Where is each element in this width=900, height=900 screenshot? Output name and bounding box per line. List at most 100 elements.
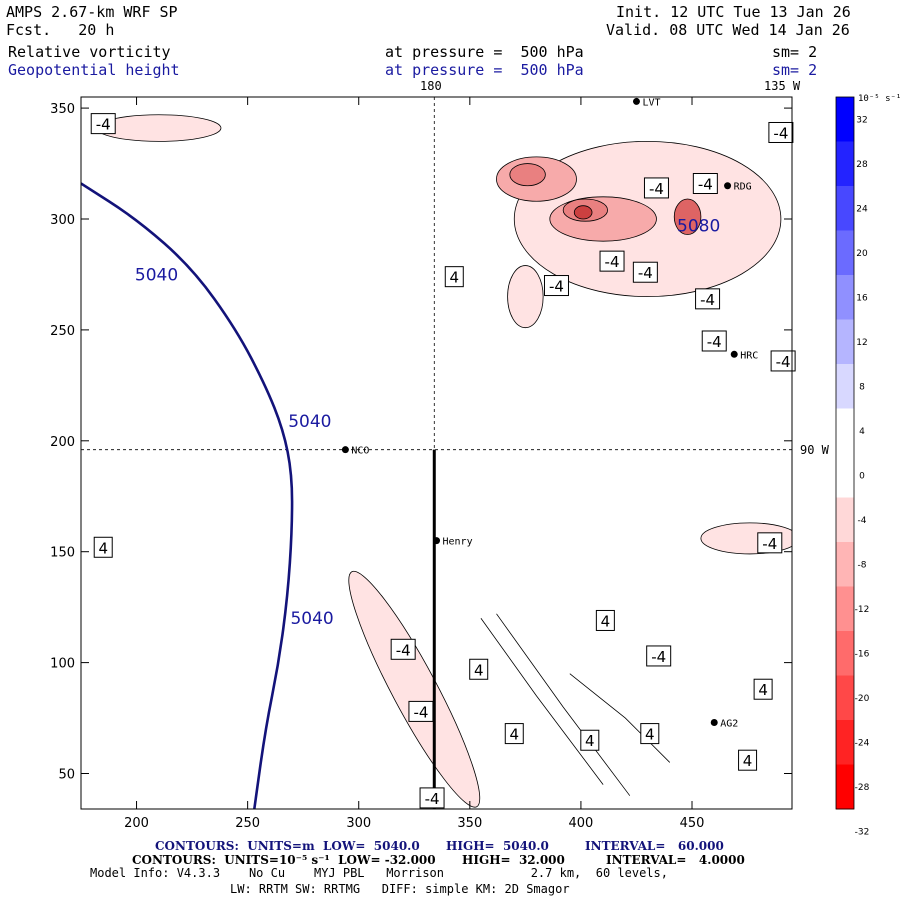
vorticity-label-9: -4 (707, 333, 722, 351)
positive-contour-0 (480, 618, 604, 785)
y-tick-label-150: 150 (50, 546, 75, 561)
vorticity-label-box-6 (543, 275, 569, 297)
colorbar-segment-11 (836, 586, 854, 632)
y-tick-label-200: 200 (50, 435, 75, 450)
forecast-hour: Fcst. 20 h (6, 21, 115, 39)
vorticity-region-9 (673, 198, 702, 235)
colorbar-segment-10 (836, 542, 854, 587)
height-contour-label-3: 5080 (677, 217, 720, 237)
vorticity-label-box-20 (640, 723, 660, 745)
colorbar-tick-1: 28 (856, 160, 868, 170)
y-tick-label-300: 300 (50, 213, 75, 228)
vorticity-label-14: -4 (396, 641, 411, 659)
colorbar-tick-2: 24 (856, 204, 868, 214)
colorbar-segment-2 (836, 186, 854, 231)
x-tick-label-300: 300 (346, 816, 371, 831)
y-tick-label-50: 50 (58, 768, 75, 783)
footer-height-contours: CONTOURS: UNITS=m LOW= 5040.0 (155, 839, 420, 853)
vorticity-region-7 (509, 163, 546, 187)
colorbar-tick-10: -8 (858, 560, 867, 570)
vorticity-label-18: 4 (758, 681, 768, 699)
footer-vorticity-interval: INTERVAL= 4.0000 (606, 853, 745, 867)
pressure-level-1: at pressure = 500 hPa (385, 43, 584, 61)
footer-model-info: Model Info: V4.3.3 No Cu MYJ PBL Morriso… (90, 866, 668, 880)
valid-time: Valid. 08 UTC Wed 14 Jan 26 (606, 21, 850, 39)
x-tick-label-350: 350 (457, 816, 482, 831)
colorbar-segment-4 (836, 275, 854, 320)
vorticity-label-12: -4 (762, 535, 777, 553)
smoothing-2: sm= 2 (772, 61, 818, 79)
model-title: AMPS 2.67-km WRF SP (6, 3, 178, 21)
field-height-label: Geopotential height (8, 61, 180, 79)
x-tick-label-400: 400 (569, 816, 594, 831)
vorticity-label-box-19 (504, 723, 524, 745)
vorticity-label-box-23 (419, 787, 445, 809)
height-contour-5040 (81, 182, 294, 809)
vorticity-label-2: -4 (773, 124, 788, 142)
colorbar-segment-3 (836, 230, 854, 276)
colorbar-frame (835, 96, 855, 810)
height-contour-label-2: 5040 (290, 609, 333, 629)
pressure-level-2: at pressure = 500 hPa (385, 61, 584, 79)
colorbar-segment-7 (836, 408, 854, 454)
positive-contour-1 (496, 613, 631, 796)
vorticity-label-17: -4 (413, 703, 428, 721)
colorbar-tick-6: 8 (859, 382, 865, 392)
vorticity-region-1 (507, 265, 544, 329)
vorticity-label-1: -4 (698, 176, 713, 194)
colorbar-segment-8 (836, 453, 854, 498)
vorticity-shaded-regions (96, 114, 792, 808)
y-tick-label-250: 250 (50, 324, 75, 339)
x-tick-label-250: 250 (235, 816, 260, 831)
colorbar-segment-5 (836, 319, 854, 365)
colorbar-units: 10⁻⁵ s⁻¹ (858, 94, 900, 104)
vorticity-label-box-22 (738, 749, 758, 771)
height-label-bg-0 (134, 264, 179, 285)
vorticity-label-7: -4 (638, 264, 653, 282)
colorbar-tick-4: 16 (856, 293, 868, 303)
station-label-ag2: AG2 (720, 718, 738, 729)
station-label-lvt: LVT (642, 97, 660, 108)
footer-height-high: HIGH= 5040.0 (446, 839, 549, 853)
station-label-nco: NCO (351, 446, 369, 457)
station-label-henry: Henry (443, 537, 473, 548)
init-time: Init. 12 UTC Tue 13 Jan 26 (616, 3, 851, 21)
vorticity-label-box-21 (580, 729, 600, 751)
height-contour-label-0: 5040 (135, 265, 178, 285)
station-label-rdg: RDG (734, 182, 752, 193)
height-label-bg-1 (287, 410, 332, 431)
colorbar-segment-0 (836, 97, 854, 142)
vorticity-label-11: 4 (98, 539, 108, 557)
vorticity-label-box-0 (90, 113, 116, 135)
vorticity-label-22: 4 (743, 752, 753, 770)
vorticity-label-box-1 (692, 173, 718, 195)
colorbar-tick-12: -16 (855, 649, 870, 659)
colorbar-tick-9: -4 (858, 516, 867, 526)
colorbar-tick-15: -28 (855, 783, 870, 793)
footer-vorticity-high: HIGH= 32.000 (462, 853, 565, 867)
plot-axes: 200 250 300 350 400 450 50 100 150 200 250 300 350 (50, 96, 793, 831)
x-tick-label-450: 450 (680, 816, 705, 831)
footer-physics: LW: RRTM SW: RRTMG DIFF: simple KM: 2D S… (230, 882, 570, 896)
graticule-lines (81, 97, 792, 451)
colorbar-segment-6 (836, 364, 854, 409)
footer-height-interval: INTERVAL= 60.000 (585, 839, 724, 853)
station-dot-lvt (632, 97, 640, 105)
station-dot-ag2 (710, 718, 718, 726)
vorticity-label-4: -4 (605, 253, 620, 271)
vorticity-label-box-3 (643, 177, 669, 199)
y-tick-label-100: 100 (50, 657, 75, 672)
station-markers: NCO Henry RDG LVT HRC AG2 (341, 97, 758, 729)
vorticity-label-15: 4 (474, 661, 484, 679)
colorbar-tick-11: -12 (855, 605, 870, 615)
vorticity-label-box-5 (444, 266, 464, 288)
vorticity-label-23: -4 (425, 790, 440, 808)
vorticity-label-box-11 (93, 536, 113, 558)
station-label-hrc: HRC (740, 350, 758, 361)
vorticity-label-box-15 (469, 658, 489, 680)
colorbar-tick-8: 0 (859, 471, 865, 481)
colorbar-tick-3: 20 (856, 249, 868, 259)
lon-label-180: 180 (420, 79, 442, 93)
